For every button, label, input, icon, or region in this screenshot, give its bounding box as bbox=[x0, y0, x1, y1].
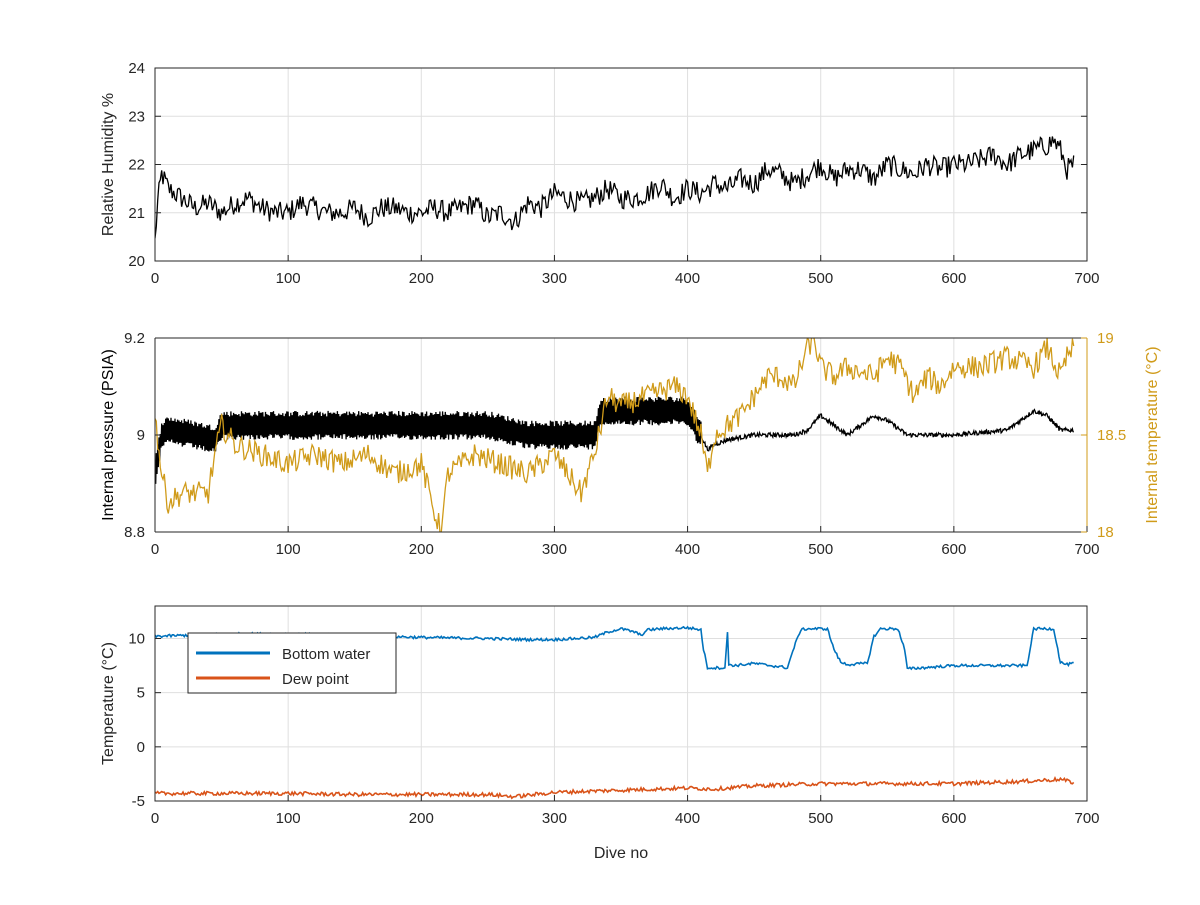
y2-axis-label: Internal temperature (°C) bbox=[1144, 346, 1161, 523]
x-tick-label: 700 bbox=[1074, 270, 1099, 287]
x-axis-label: Dive no bbox=[594, 845, 648, 862]
y-tick-label: 21 bbox=[128, 205, 145, 222]
y-tick-label: 8.8 bbox=[124, 524, 145, 541]
y-axis-label: Relative Humidity % bbox=[100, 93, 117, 236]
x-tick-label: 0 bbox=[151, 810, 159, 827]
y-tick-label: -5 bbox=[132, 793, 145, 810]
x-tick-label: 0 bbox=[151, 541, 159, 558]
y2-tick-label: 18.5 bbox=[1097, 427, 1126, 444]
series-0-line bbox=[155, 136, 1075, 239]
y-axis-label: Internal pressure (PSIA) bbox=[100, 349, 117, 521]
x-tick-label: 100 bbox=[276, 541, 301, 558]
y-tick-label: 5 bbox=[137, 685, 145, 702]
y-tick-label: 9.2 bbox=[124, 330, 145, 347]
y2-tick-label: 18 bbox=[1097, 524, 1114, 541]
x-tick-label: 200 bbox=[409, 270, 434, 287]
x-tick-label: 300 bbox=[542, 270, 567, 287]
y-tick-label: 22 bbox=[128, 157, 145, 174]
y-tick-label: 20 bbox=[128, 253, 145, 270]
legend: Bottom water Dew point bbox=[187, 632, 397, 694]
x-tick-label: 500 bbox=[808, 541, 833, 558]
y-axis-label: Temperature (°C) bbox=[100, 642, 117, 765]
dew-point-line bbox=[155, 775, 1075, 800]
y-tick-label: 10 bbox=[128, 631, 145, 648]
temperature-panel: 0 100 200 300 400 500 600 700 -5 0 5 10 Temperature … bbox=[100, 605, 1100, 862]
x-tick-label: 300 bbox=[542, 810, 567, 827]
x-tick-label: 100 bbox=[276, 270, 301, 287]
axes-box bbox=[154, 605, 1088, 802]
x-tick-label: 500 bbox=[808, 270, 833, 287]
humidity-panel: 0 100 200 300 400 500 600 700 20 21 22 23 24 Relative… bbox=[100, 60, 1100, 287]
series-1-line bbox=[155, 338, 1075, 532]
y2-tick-label: 19 bbox=[1097, 330, 1114, 347]
x-tick-label: 400 bbox=[675, 810, 700, 827]
x-tick-label: 400 bbox=[675, 541, 700, 558]
x-tick-label: 700 bbox=[1074, 810, 1099, 827]
legend-box bbox=[187, 632, 397, 694]
x-tick-label: 500 bbox=[808, 810, 833, 827]
pressure-temperature-panel: 0 100 200 300 400 500 600 700 8.8 9 9.2 18 18.5 19 Int… bbox=[100, 330, 1161, 558]
x-tick-label: 200 bbox=[409, 541, 434, 558]
legend-label: Bottom water bbox=[282, 646, 370, 663]
y-tick-label: 0 bbox=[137, 739, 145, 756]
x-tick-label: 600 bbox=[941, 541, 966, 558]
x-tick-label: 600 bbox=[941, 270, 966, 287]
y-tick-label: 9 bbox=[137, 427, 145, 444]
legend-label: Dew point bbox=[282, 671, 350, 688]
x-tick-label: 100 bbox=[276, 810, 301, 827]
y-tick-label: 24 bbox=[128, 60, 145, 77]
x-tick-label: 200 bbox=[409, 810, 434, 827]
x-tick-label: 600 bbox=[941, 810, 966, 827]
x-tick-label: 300 bbox=[542, 541, 567, 558]
x-tick-label: 700 bbox=[1074, 541, 1099, 558]
x-tick-label: 400 bbox=[675, 270, 700, 287]
y-tick-label: 23 bbox=[128, 108, 145, 125]
x-tick-label: 0 bbox=[151, 270, 159, 287]
